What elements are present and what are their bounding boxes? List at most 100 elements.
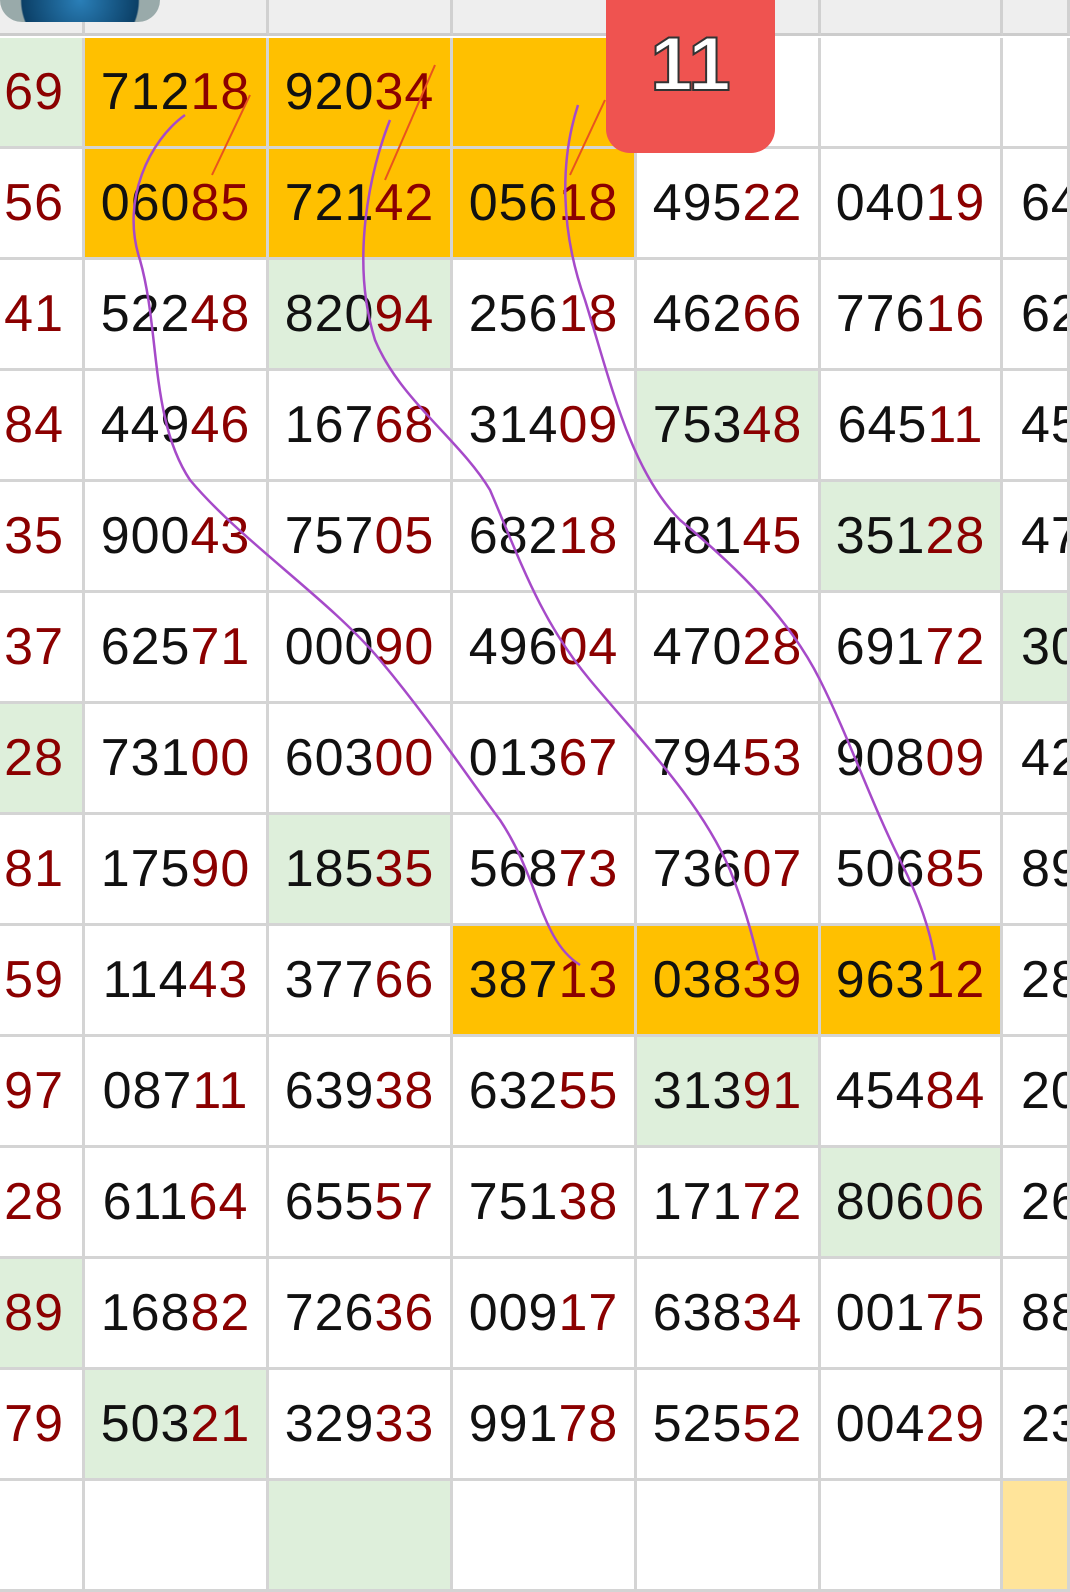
table-cell: 11443 — [85, 926, 269, 1037]
table-cell: 16882 — [85, 1259, 269, 1370]
table-cell: 44946 — [85, 371, 269, 482]
lottery-number: 96312 — [835, 951, 986, 1009]
number-fragment: 28 — [4, 1173, 64, 1231]
table-cell: 46266 — [637, 260, 821, 371]
number-fragment: 79 — [4, 1395, 64, 1453]
table-cell: 35 — [0, 482, 85, 593]
table-cell: 37 — [0, 593, 85, 704]
table-cell: 69172 — [821, 593, 1003, 704]
number-fragment: 47 — [1021, 507, 1067, 565]
pen-line — [384, 64, 436, 181]
table-cell — [821, 38, 1003, 149]
pen-line — [569, 99, 606, 176]
lottery-number: 45484 — [835, 1062, 986, 1120]
lottery-number: 72142 — [284, 174, 435, 232]
pen-line — [564, 104, 937, 961]
table-cell: 25618 — [453, 260, 637, 371]
table-cell: 89 — [0, 1259, 85, 1370]
table-cell: 64511 — [821, 371, 1003, 482]
table-cell: 59 — [0, 926, 85, 1037]
lottery-number: 99178 — [468, 1395, 619, 1453]
table-cell: 28 — [1003, 926, 1070, 1037]
number-fragment: 30 — [1021, 618, 1067, 676]
pen-line — [211, 94, 251, 176]
number-fragment: 89 — [1021, 840, 1067, 898]
column-header — [1003, 0, 1070, 36]
table-cell: 68218 — [453, 482, 637, 593]
lottery-number: 17590 — [100, 840, 251, 898]
table-cell: 50685 — [821, 815, 1003, 926]
number-fragment: 26 — [1021, 1173, 1067, 1231]
number-fragment: 42 — [1021, 729, 1067, 787]
lottery-number: 31391 — [652, 1062, 803, 1120]
lottery-number: 73100 — [100, 729, 251, 787]
pen-line — [362, 119, 762, 966]
table-cell: 52552 — [637, 1370, 821, 1481]
lottery-number: 77616 — [835, 285, 986, 343]
lottery-number: 50685 — [835, 840, 986, 898]
lottery-number: 00175 — [835, 1284, 986, 1342]
table-cell: 45 — [1003, 371, 1070, 482]
table-cell: 62 — [1003, 260, 1070, 371]
lottery-number: 32933 — [284, 1395, 435, 1453]
table-cell: 71218 — [85, 38, 269, 149]
number-fragment: 89 — [4, 1284, 64, 1342]
lottery-number: 47028 — [652, 618, 803, 676]
lottery-number: 80606 — [835, 1173, 986, 1231]
lottery-number: 04019 — [835, 174, 986, 232]
table-cell: 75705 — [269, 482, 453, 593]
number-fragment: 81 — [4, 840, 64, 898]
table-cell: 56 — [0, 149, 85, 260]
lottery-number: 75705 — [284, 507, 435, 565]
table-cell: 37766 — [269, 926, 453, 1037]
lottery-number: 38713 — [468, 951, 619, 1009]
table-cell: 49604 — [453, 593, 637, 704]
table-cell: 97 — [0, 1037, 85, 1148]
table-cell: 28 — [0, 704, 85, 815]
number-fragment: 45 — [1021, 396, 1067, 454]
lottery-number: 16882 — [100, 1284, 251, 1342]
table-cell: 00090 — [269, 593, 453, 704]
table-cell: 72142 — [269, 149, 453, 260]
table-cell: 06085 — [85, 149, 269, 260]
lottery-number: 46266 — [652, 285, 803, 343]
table-cell: 63255 — [453, 1037, 637, 1148]
table-cell: 31391 — [637, 1037, 821, 1148]
table-cell: 84 — [0, 371, 85, 482]
table-cell: 47 — [1003, 482, 1070, 593]
table-cell: 00429 — [821, 1370, 1003, 1481]
lottery-number: 61164 — [102, 1173, 249, 1231]
table-cell: 60300 — [269, 704, 453, 815]
number-fragment: 37 — [4, 618, 64, 676]
number-fragment: 56 — [4, 174, 64, 232]
lottery-number: 65557 — [284, 1173, 435, 1231]
lottery-number: 68218 — [468, 507, 619, 565]
table-cell: 03839 — [637, 926, 821, 1037]
number-fragment: 28 — [1021, 951, 1067, 1009]
table-cell: 16768 — [269, 371, 453, 482]
number-fragment: 64 — [1021, 174, 1067, 232]
lottery-number: 90809 — [835, 729, 986, 787]
table-cell: 73100 — [85, 704, 269, 815]
number-fragment: 69 — [4, 63, 64, 121]
lottery-number: 73607 — [652, 840, 803, 898]
lottery-number: 63255 — [468, 1062, 619, 1120]
table-cell: 18535 — [269, 815, 453, 926]
table-cell: 79453 — [637, 704, 821, 815]
table-cell: 65557 — [269, 1148, 453, 1259]
table-cell: 90809 — [821, 704, 1003, 815]
number-fragment: 35 — [4, 507, 64, 565]
table-cell: 88 — [1003, 1259, 1070, 1370]
lottery-number: 52248 — [100, 285, 251, 343]
page-number-badge: 11 — [606, 0, 775, 153]
table-cell: 63834 — [637, 1259, 821, 1370]
lottery-number: 11443 — [102, 951, 249, 1009]
number-fragment: 20 — [1021, 1062, 1067, 1120]
table-cell: 96312 — [821, 926, 1003, 1037]
lottery-number: 05618 — [468, 174, 619, 232]
table-cell: 62571 — [85, 593, 269, 704]
table-cell: 28 — [0, 1148, 85, 1259]
table-cell: 64 — [1003, 149, 1070, 260]
table-cell: 99178 — [453, 1370, 637, 1481]
table-cell: 35128 — [821, 482, 1003, 593]
